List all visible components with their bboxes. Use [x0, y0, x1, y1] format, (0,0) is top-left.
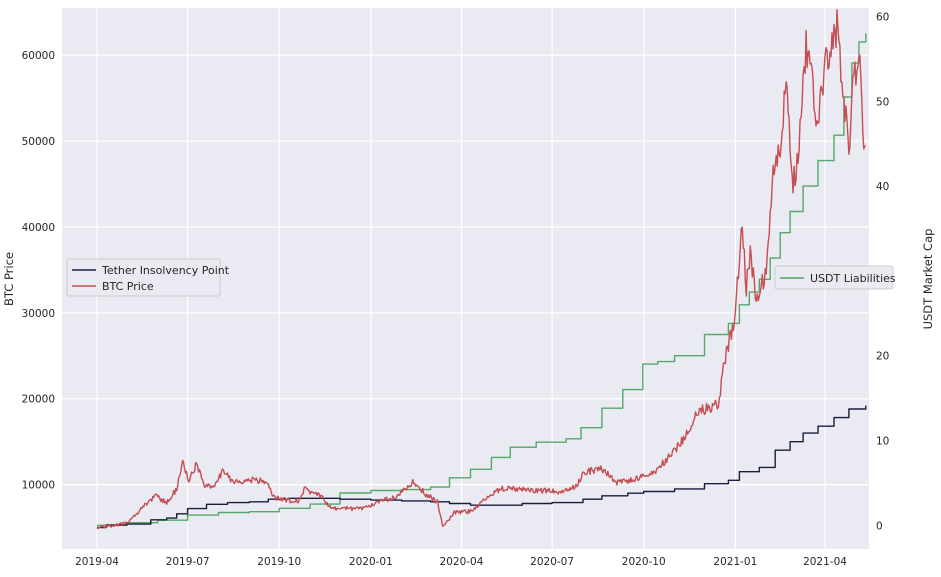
y-axis-left: 10000 20000 30000 40000 50000 60000 [22, 50, 55, 491]
series-layer [96, 9, 867, 530]
legend-label-tether-insolvency-point: Tether Insolvency Point [101, 264, 230, 277]
y-left-tick-label: 60000 [22, 50, 55, 62]
grid [62, 8, 869, 549]
y-left-tick-label: 20000 [22, 394, 55, 406]
y-right-tick-label: 40 [876, 181, 889, 193]
x-tick-label: 2020-04 [440, 556, 484, 568]
y-right-tick-label: 20 [876, 351, 889, 363]
series-line-btc-price [96, 9, 867, 530]
x-tick-label: 2019-04 [75, 556, 119, 568]
y-axis-right-label: USDT Market Cap [921, 229, 935, 330]
legend-right-box [774, 265, 894, 290]
y-axis-left-label: BTC Price [2, 252, 16, 306]
x-tick-label: 2020-10 [622, 556, 666, 568]
y-left-tick-label: 50000 [22, 136, 55, 148]
y-right-tick-label: 60 [876, 11, 889, 23]
x-tick-label: 2020-01 [349, 556, 393, 568]
y-right-tick-label: 10 [876, 435, 889, 447]
legend-right: USDT Liabilities [774, 265, 896, 290]
x-tick-label: 2021-04 [803, 556, 847, 568]
x-axis: 2019-04 2019-07 2019-10 2020-01 2020-04 2020-… [75, 556, 847, 568]
x-tick-label: 2019-10 [257, 556, 301, 568]
legend-left-box [66, 258, 221, 297]
series-line-tether-insolvency-point [97, 405, 867, 529]
x-tick-label: 2021-01 [713, 556, 757, 568]
y-left-tick-label: 40000 [22, 222, 55, 234]
legend-left: Tether Insolvency Point BTC Price [66, 258, 230, 297]
series-line-usdt-liabilities [97, 33, 867, 526]
y-left-tick-label: 10000 [22, 480, 55, 492]
x-tick-label: 2020-07 [530, 556, 574, 568]
y-right-tick-label: 50 [876, 96, 889, 108]
y-right-tick-label: 0 [876, 520, 883, 532]
x-tick-label: 2019-07 [166, 556, 210, 568]
legend-label-usdt-liabilities: USDT Liabilities [810, 272, 896, 285]
legend-label-btc-price: BTC Price [102, 280, 154, 293]
y-left-tick-label: 30000 [22, 308, 55, 320]
